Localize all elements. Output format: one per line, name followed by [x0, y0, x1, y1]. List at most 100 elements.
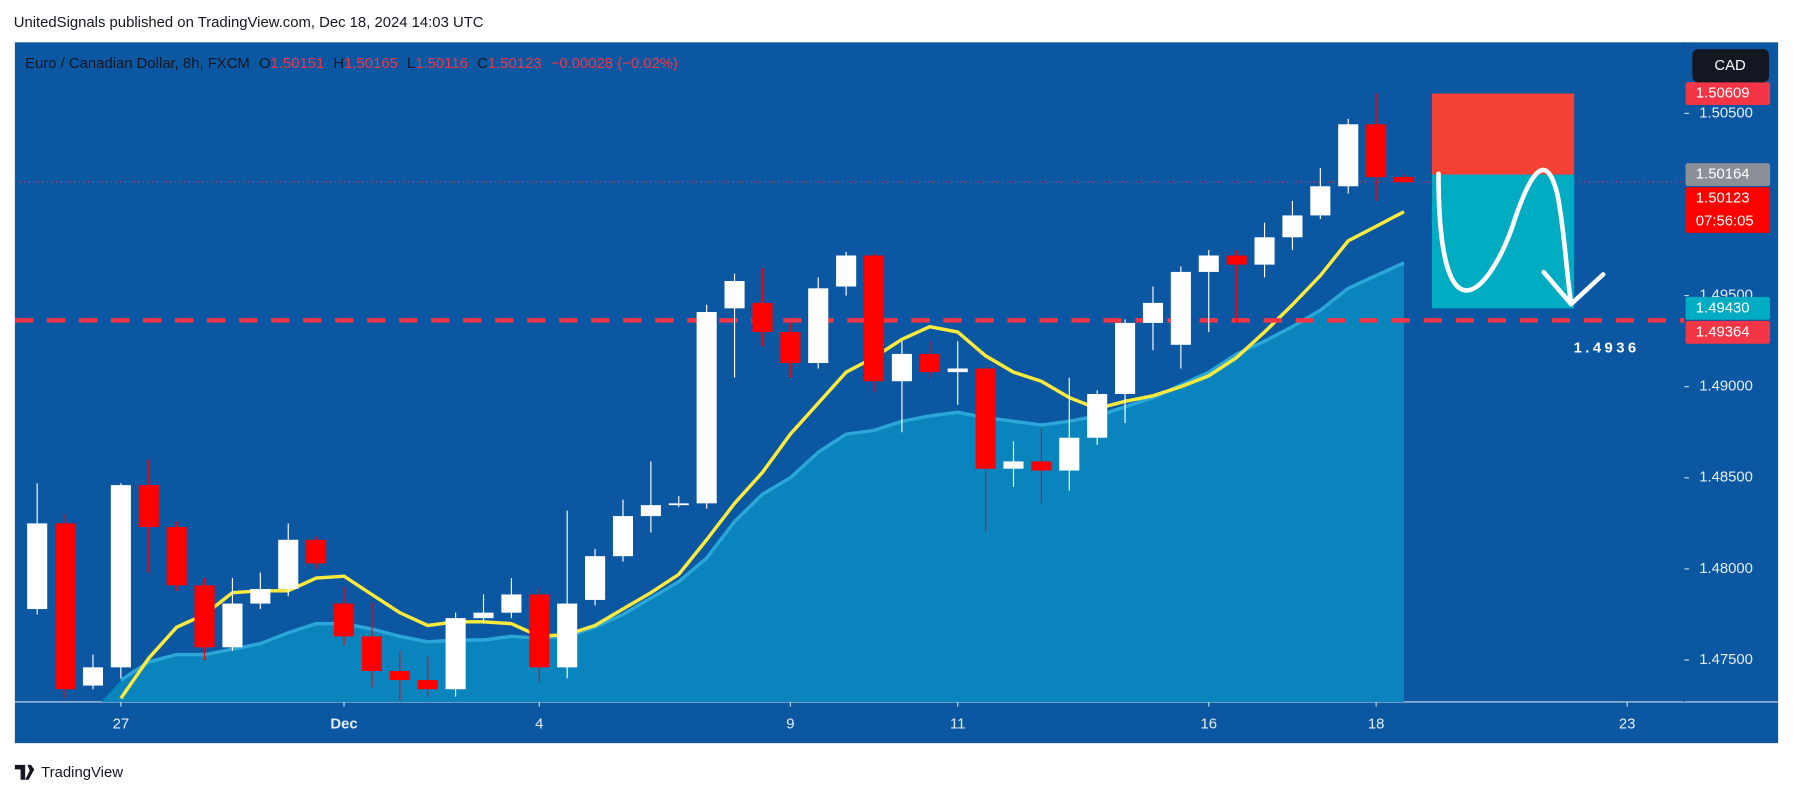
x-tick-label: 18	[1368, 717, 1385, 733]
annotation: 1.4936	[1574, 341, 1640, 357]
candle-body	[1059, 437, 1080, 471]
price-label: 1.50123	[1696, 191, 1750, 207]
price-label: 1.50164	[1696, 167, 1750, 183]
candle-body	[194, 585, 215, 648]
candle-body	[1142, 302, 1164, 323]
candle-body	[166, 527, 187, 586]
drawn-arrow	[1436, 167, 1606, 307]
candle-body	[473, 612, 494, 619]
candle-body	[1393, 176, 1415, 183]
candle-body	[445, 618, 466, 690]
candle-body	[1310, 186, 1331, 216]
price-label-box	[1685, 320, 1771, 344]
candle-body	[668, 503, 689, 506]
price-label: 1.49430	[1696, 300, 1750, 316]
price-label-box	[1685, 163, 1771, 187]
symbol: Euro / Canadian Dollar, 8h, FXCM	[25, 56, 250, 72]
ohlc-value: 1.50123	[488, 56, 542, 72]
candle-body	[836, 255, 857, 287]
candle-body	[863, 255, 885, 382]
candle-body	[1170, 271, 1191, 345]
candle-body	[306, 539, 327, 564]
candle-body	[27, 523, 48, 610]
candle-body	[138, 485, 159, 528]
candle-body	[1115, 322, 1136, 395]
price-label: 1.49364	[1696, 324, 1750, 340]
candle-body	[724, 281, 745, 309]
candle-body	[808, 288, 829, 364]
change: −0.00028 (−0.02%)	[551, 56, 678, 72]
candle-body	[389, 670, 410, 681]
candle-body	[222, 603, 243, 648]
candle-body	[1031, 461, 1052, 471]
candle-body	[947, 368, 968, 373]
x-tick-label: 11	[950, 717, 965, 733]
candle-body	[1338, 124, 1359, 187]
ma-area	[101, 262, 1404, 702]
candle-body	[975, 368, 996, 469]
candle-body	[250, 588, 271, 604]
candle-body	[1254, 237, 1275, 265]
ohlc-value: 1.50116	[415, 56, 468, 72]
candle-body	[1003, 461, 1024, 469]
currency-button[interactable]	[1692, 49, 1769, 83]
price-label-box	[1685, 187, 1771, 233]
x-tick-label: 16	[1200, 717, 1217, 733]
candle-body	[1366, 124, 1387, 178]
brand: TradingView	[41, 765, 123, 781]
candle-body	[55, 523, 76, 690]
candle-body	[696, 311, 717, 504]
price-label-box	[1685, 296, 1771, 320]
x-tick-label: 9	[786, 717, 794, 733]
candle-body	[612, 516, 634, 557]
candle-body	[640, 505, 661, 517]
candle-body	[1226, 255, 1247, 265]
candle-body	[1198, 255, 1219, 272]
candle-body	[891, 353, 912, 382]
candle-body	[110, 485, 131, 668]
publisher-line: UnitedSignals published on TradingView.c…	[14, 15, 484, 31]
candle-body	[919, 353, 940, 373]
y-tick-label: 1.48000	[1699, 561, 1753, 577]
tradingview-logo	[14, 764, 35, 780]
candle-body	[1282, 215, 1303, 238]
candle-body	[780, 332, 801, 364]
x-tick-label: 4	[535, 717, 543, 733]
candle-body	[501, 594, 522, 613]
candle-body	[333, 603, 355, 637]
ohlc-value: 1.50151	[271, 56, 325, 72]
candle-body	[529, 594, 550, 668]
stop-zone	[1431, 93, 1575, 175]
candle-body	[1087, 394, 1108, 438]
ohlc-letter: H	[333, 56, 344, 72]
candle-body	[557, 603, 578, 668]
ohlc-letter: L	[407, 56, 415, 72]
y-tick-label: 1.49000	[1699, 379, 1753, 395]
legend-line: Euro / Canadian Dollar, 8h, FXCM O1.50151…	[25, 56, 678, 72]
x-tick-label: 27	[113, 717, 130, 733]
ohlc-letter: C	[477, 56, 488, 72]
y-tick-label: 1.50500	[1699, 105, 1753, 121]
target-zone	[1431, 174, 1575, 309]
axes: 1.475001.480001.485001.490001.495001.505…	[113, 82, 1771, 733]
candle-body	[278, 539, 299, 589]
candle-body	[752, 302, 773, 333]
ohlc-letter: O	[259, 56, 271, 72]
logo-icon	[14, 764, 35, 780]
currency-label[interactable]: CAD	[1714, 58, 1746, 74]
candle-body	[82, 667, 104, 686]
countdown: 07:56:05	[1696, 213, 1754, 229]
x-tick-label: 23	[1619, 717, 1636, 733]
y-tick-label: 1.47500	[1699, 652, 1753, 668]
price-label-box	[1685, 82, 1771, 105]
candle-body	[417, 680, 438, 690]
ma-line	[119, 210, 1405, 700]
candle-body	[585, 556, 606, 600]
y-tick-label: 1.48500	[1699, 470, 1753, 486]
plot: 1.4936	[14, 93, 1685, 702]
price-label: 1.50609	[1696, 85, 1750, 101]
ohlc-value: 1.50165	[344, 56, 398, 72]
x-tick-label: Dec	[330, 717, 357, 733]
